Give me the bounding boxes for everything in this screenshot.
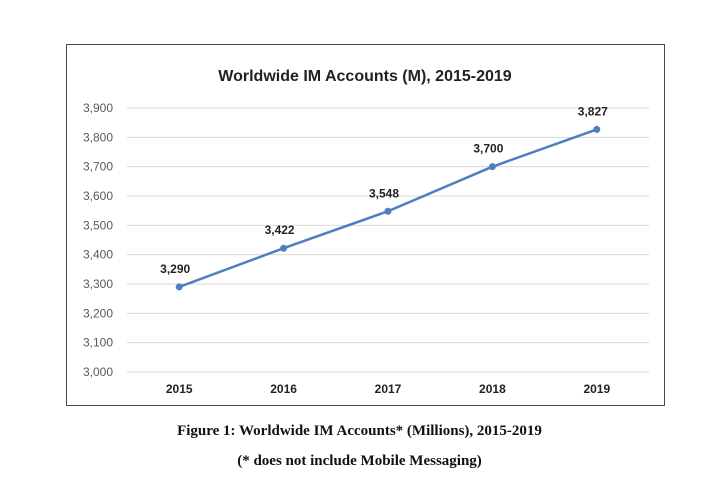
x-tick-label: 2016 <box>270 382 297 396</box>
y-tick-label: 3,600 <box>83 189 113 203</box>
chart-frame: Worldwide IM Accounts (M), 2015-2019 3,0… <box>66 44 665 406</box>
data-point <box>593 125 601 133</box>
data-label: 3,548 <box>369 186 399 200</box>
data-points <box>175 125 601 291</box>
x-tick-label: 2017 <box>375 382 402 396</box>
chart-title: Worldwide IM Accounts (M), 2015-2019 <box>218 68 512 85</box>
y-tick-label: 3,300 <box>83 277 113 291</box>
y-tick-label: 3,200 <box>83 306 113 320</box>
x-tick-label: 2015 <box>166 382 193 396</box>
y-tick-label: 3,900 <box>83 101 113 115</box>
y-tick-label: 3,000 <box>83 365 113 379</box>
y-tick-label: 3,100 <box>83 336 113 350</box>
x-axis-tick-labels: 2015 2016 2017 2018 2019 <box>166 382 611 396</box>
figure-caption: Figure 1: Worldwide IM Accounts* (Millio… <box>177 423 542 439</box>
x-tick-label: 2019 <box>583 382 610 396</box>
y-tick-label: 3,500 <box>83 218 113 232</box>
figure-footnote: (* does not include Mobile Messaging) <box>237 453 482 469</box>
data-labels: 3,290 3,422 3,548 3,700 3,827 <box>160 104 608 276</box>
y-tick-label: 3,800 <box>83 130 113 144</box>
data-label: 3,700 <box>473 142 503 156</box>
y-tick-label: 3,400 <box>83 248 113 262</box>
data-point <box>488 163 496 171</box>
y-tick-label: 3,700 <box>83 160 113 174</box>
data-point <box>175 283 183 291</box>
data-point <box>384 207 392 215</box>
gridlines <box>127 107 649 373</box>
y-axis-tick-labels: 3,000 3,100 3,200 3,300 3,400 3,500 3,600 3,700… <box>83 101 113 379</box>
data-label: 3,827 <box>578 104 608 118</box>
x-tick-label: 2018 <box>479 382 506 396</box>
data-label: 3,290 <box>160 262 190 276</box>
line-chart: Worldwide IM Accounts (M), 2015-2019 3,0… <box>83 68 649 396</box>
data-point <box>280 244 288 252</box>
data-label: 3,422 <box>265 223 295 237</box>
